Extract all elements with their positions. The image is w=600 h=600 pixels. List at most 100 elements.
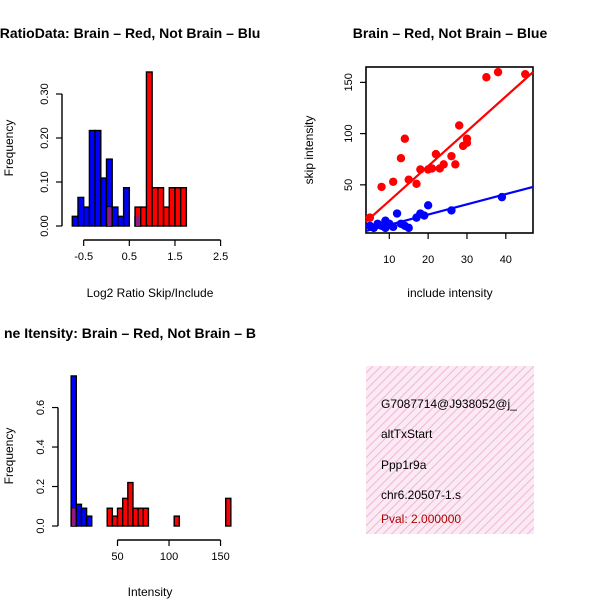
- intensity-y-tick-label: 0.2: [35, 479, 47, 494]
- scatter-point-red-1: [377, 182, 386, 192]
- info-event-id: G7087714@J938052@j_: [381, 397, 517, 411]
- intensity-bar-red-6: [132, 507, 139, 527]
- intensity-bar-overlap-0: [72, 508, 76, 526]
- intensity-bar-red-8: [142, 507, 150, 527]
- info-location: chr6.20507-1.s: [381, 488, 461, 502]
- ratio-bar-red-2: [140, 206, 148, 227]
- intensity-bar-blue-0: [70, 375, 78, 527]
- ratio-bar-red-9: [179, 187, 188, 227]
- scatter-point-blue-17: [497, 192, 507, 202]
- ratio-bar-blue-8: [117, 215, 125, 227]
- intensity-x-tick-label: 50: [111, 551, 123, 563]
- intensity-bar-red-5: [127, 481, 134, 527]
- scatter-plot-box: [365, 66, 534, 234]
- intensity-bar-red-3: [116, 507, 124, 527]
- scatter-point-blue-11: [404, 223, 413, 233]
- scatter-point-red-12: [439, 160, 448, 169]
- scatter-point-red-7: [416, 165, 425, 174]
- info-panel-background: [366, 366, 534, 534]
- scatter-fit-line-red: [365, 71, 534, 223]
- scatter-point-red-5: [404, 175, 413, 184]
- scatter-point-red-9: [427, 164, 437, 173]
- intensity-bar-red-9: [173, 515, 181, 527]
- ratio-bar-blue-0: [71, 215, 79, 227]
- ratio-y-tick-label: 0.10: [39, 171, 51, 192]
- ratio-x-tick-label: 0.5: [122, 251, 137, 263]
- info-event-type: altTxStart: [381, 427, 433, 441]
- ratio-y-tick-label: 0.00: [39, 215, 51, 236]
- ratio-histogram: RatioData: Brain – Red, Not Brain – Blu …: [0, 25, 260, 300]
- scatter-point-red-3: [396, 153, 406, 163]
- ratio-bar-red-4: [151, 187, 159, 227]
- intensity-x-tick-label: 100: [160, 551, 178, 563]
- info-panel-clip: [534, 366, 600, 536]
- intensity-chart-title: ne Itensity: Brain – Red, Not Brain – B: [4, 325, 256, 341]
- scatter-point-blue-16: [447, 206, 456, 215]
- ratio-bar-red-7: [168, 187, 176, 227]
- ratio-x-tick-label: -0.5: [74, 251, 93, 263]
- ratio-bar-blue-3: [88, 129, 96, 227]
- ratio-bar-red-5: [157, 187, 165, 227]
- ratio-y-label: Frequency: [2, 120, 16, 177]
- ratio-bar-red-6: [162, 206, 170, 227]
- scatter-point-red-21: [521, 69, 530, 79]
- scatter-point-red-4: [400, 134, 410, 143]
- ratio-bar-overlap-1: [136, 216, 140, 226]
- intensity-scatter: Brain – Red, Not Brain – Blue 10 20 30 40 50…: [302, 25, 547, 300]
- scatter-x-label: include intensity: [407, 286, 492, 300]
- ratio-bar-blue-2: [82, 206, 91, 227]
- scatter-point-blue-8: [392, 209, 402, 218]
- ratio-y-tick-label: 0.30: [39, 83, 51, 104]
- scatter-point-red-20: [493, 67, 503, 77]
- scatter-x-tick-label: 40: [500, 254, 512, 266]
- ratio-chart-title: RatioData: Brain – Red, Not Brain – Blu: [0, 25, 260, 41]
- scatter-point-red-6: [412, 179, 421, 189]
- scatter-point-blue-15: [423, 201, 433, 210]
- intensity-x-label: Intensity: [128, 585, 173, 599]
- intensity-histogram: ne Itensity: Brain – Red, Not Brain – B …: [2, 325, 256, 599]
- ratio-x-tick-label: 1.5: [167, 251, 182, 263]
- ratio-bar-blue-9: [122, 187, 131, 227]
- scatter-chart-title: Brain – Red, Not Brain – Blue: [353, 25, 548, 41]
- ratio-bar-red-8: [174, 187, 182, 227]
- intensity-bar-red-1: [106, 507, 114, 527]
- info-gene-name: Ppp1r9a: [381, 458, 427, 472]
- scatter-point-red-15: [455, 121, 464, 130]
- ratio-bar-blue-7: [111, 206, 119, 227]
- scatter-point-red-19: [482, 73, 491, 82]
- scatter-point-red-18: [462, 134, 472, 143]
- ratio-bar-blue-5: [100, 177, 108, 227]
- intensity-y-tick-label: 0.4: [35, 439, 47, 454]
- intensity-bar-red-2: [111, 515, 119, 527]
- intensity-bar-red-10: [224, 497, 232, 527]
- ratio-bar-blue-4: [94, 129, 102, 227]
- intensity-y-tick-label: 0.0: [35, 518, 47, 533]
- ratio-x-label: Log2 Ratio Skip/Include: [87, 286, 214, 300]
- ratio-bar-red-3: [145, 71, 153, 227]
- intensity-y-label: Frequency: [2, 428, 16, 485]
- ratio-bar-blue-1: [77, 196, 85, 227]
- info-panel: G7087714@J938052@j_ altTxStart Ppp1r9a c…: [366, 366, 534, 534]
- intensity-bar-blue-1: [75, 503, 83, 527]
- scatter-point-red-14: [451, 160, 460, 169]
- intensity-bar-blue-2: [80, 507, 88, 527]
- scatter-y-tick-label: 100: [343, 124, 355, 142]
- scatter-point-red-10: [431, 149, 441, 159]
- scatter-point-red-2: [388, 177, 398, 186]
- scatter-y-tick-label: 50: [343, 179, 355, 191]
- scatter-y-tick-label: 150: [343, 73, 355, 91]
- scatter-point-blue-14: [420, 211, 429, 220]
- intensity-bar-blue-3: [85, 515, 93, 527]
- scatter-x-tick-label: 30: [461, 254, 473, 266]
- intensity-y-tick-label: 0.6: [35, 400, 47, 415]
- scatter-point-blue-7: [388, 222, 398, 232]
- scatter-x-tick-label: 10: [383, 254, 395, 266]
- intensity-bar-red-7: [137, 507, 144, 527]
- intensity-bar-red-4: [121, 497, 129, 527]
- ratio-y-tick-label: 0.20: [39, 127, 51, 148]
- scatter-point-red-13: [447, 151, 456, 161]
- intensity-x-tick-label: 150: [211, 551, 229, 563]
- info-pval: Pval: 2.000000: [381, 512, 461, 526]
- ratio-bar-overlap-0: [107, 207, 112, 226]
